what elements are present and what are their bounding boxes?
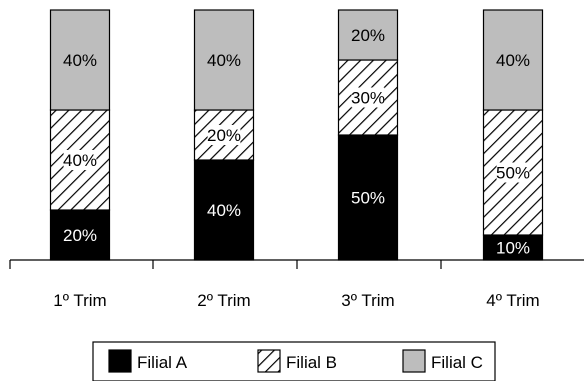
data-label: 10% bbox=[496, 239, 530, 258]
data-label: 20% bbox=[207, 126, 241, 145]
legend-label: Filial C bbox=[431, 353, 483, 372]
legend-label: Filial B bbox=[286, 353, 337, 372]
legend: Filial A Filial B Filial C bbox=[92, 341, 496, 381]
legend-swatch-filial-b bbox=[257, 349, 281, 373]
x-tick-label: 2º Trim bbox=[197, 291, 250, 310]
x-tick-label: 1º Trim bbox=[53, 291, 106, 310]
data-label: 20% bbox=[351, 26, 385, 45]
data-label: 40% bbox=[207, 51, 241, 70]
data-label: 40% bbox=[63, 51, 97, 70]
bar-segment-filial-c-3 bbox=[337, 9, 399, 61]
data-label: 20% bbox=[63, 226, 97, 245]
bar-segment-filial-a-1 bbox=[49, 209, 111, 261]
data-label-backdrop bbox=[63, 150, 97, 170]
x-tick-label: 4º Trim bbox=[486, 291, 539, 310]
data-label-backdrop bbox=[351, 87, 385, 108]
legend-frame bbox=[92, 341, 496, 381]
legend-swatch-filial-c bbox=[402, 349, 426, 373]
data-label-backdrop bbox=[496, 162, 530, 183]
x-tick-label: 3º Trim bbox=[341, 291, 394, 310]
data-label: 50% bbox=[496, 164, 530, 183]
data-label: 30% bbox=[351, 89, 385, 108]
bar-segment-filial-c-1 bbox=[49, 9, 111, 111]
legend-swatch-filial-a bbox=[108, 349, 132, 373]
x-axis: 1º Trim 2º Trim 3º Trim 4º Trim bbox=[9, 259, 584, 310]
data-label: 40% bbox=[207, 201, 241, 220]
bars-layer: 20% 40% 40% 40% 20% 40% 50% 30% 20% 10% 50% 40% bbox=[49, 9, 544, 261]
bar-segment-filial-a-4 bbox=[482, 234, 544, 261]
legend-label: Filial A bbox=[137, 353, 188, 372]
bar-segment-filial-a-2 bbox=[193, 159, 255, 261]
data-label: 40% bbox=[63, 151, 97, 170]
bar-segment-filial-c-4 bbox=[482, 9, 544, 111]
data-label-backdrop bbox=[207, 125, 241, 145]
data-label: 40% bbox=[496, 51, 530, 70]
data-label: 50% bbox=[351, 189, 385, 208]
bar-segment-filial-c-2 bbox=[193, 9, 255, 111]
